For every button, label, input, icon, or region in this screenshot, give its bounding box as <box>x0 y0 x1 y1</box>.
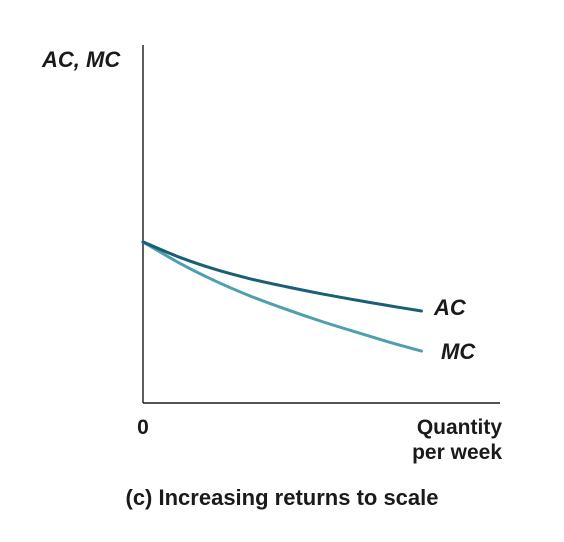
x-axis-label-line1: Quantity <box>417 416 502 439</box>
ac-curve <box>141 240 423 313</box>
chart-caption: (c) Increasing returns to scale <box>126 485 439 510</box>
series-group <box>141 240 423 353</box>
y-axis-label: AC, MC <box>41 47 121 72</box>
mc-series-label: MC <box>441 339 476 364</box>
x-axis-label-line2: per week <box>412 441 502 464</box>
origin-label: 0 <box>137 416 149 439</box>
ac-series-label: AC <box>433 295 467 320</box>
mc-curve <box>141 240 423 353</box>
axes <box>142 45 500 404</box>
